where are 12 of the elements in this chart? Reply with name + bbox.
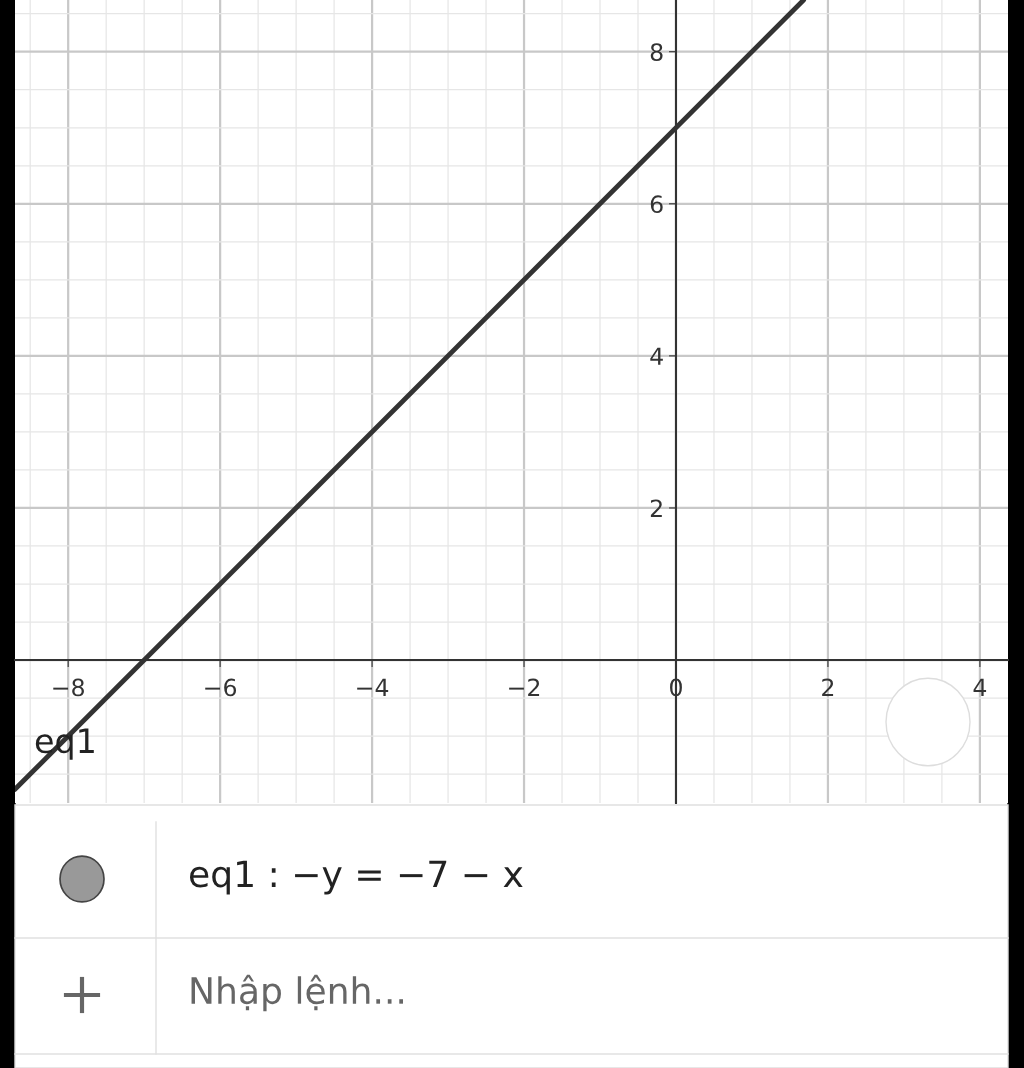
y-tick-label: 2 bbox=[650, 499, 662, 517]
text: eq1 : −y = −7 − x bbox=[189, 860, 523, 895]
x-tick-label: −2 bbox=[509, 678, 540, 697]
y-tick-label: 8 bbox=[650, 43, 663, 62]
x-tick-label: −8 bbox=[53, 678, 84, 697]
y-tick-label: 4 bbox=[650, 347, 663, 365]
text: Nhập lệnh... bbox=[191, 974, 403, 1012]
x-tick-label: −6 bbox=[205, 678, 237, 697]
y-tick-label: 6 bbox=[650, 195, 663, 214]
x-tick-label: −4 bbox=[357, 678, 389, 697]
x-tick-label: 4 bbox=[973, 678, 987, 697]
x-tick-label: 2 bbox=[822, 678, 834, 697]
